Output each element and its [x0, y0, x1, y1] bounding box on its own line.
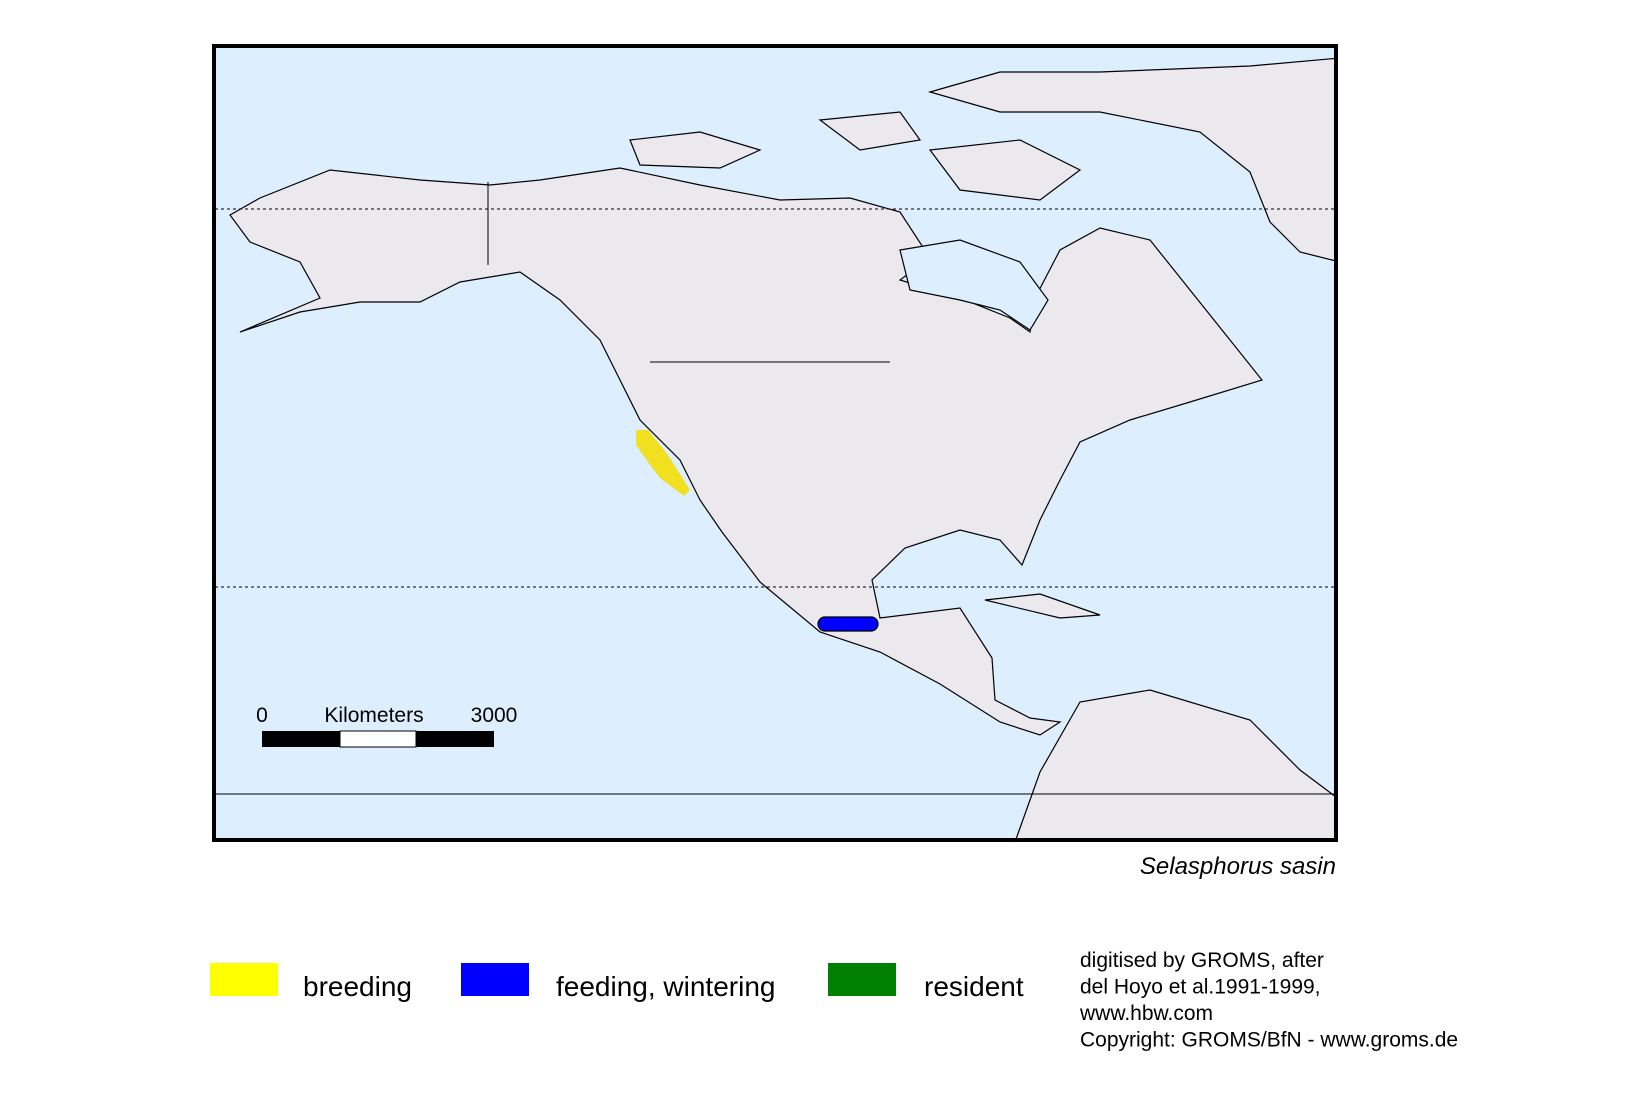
species-name: Selasphorus sasin — [1140, 853, 1336, 880]
wintering-range — [817, 616, 879, 632]
scale-start: 0 — [256, 704, 268, 727]
scale-segment — [416, 731, 494, 747]
land — [229, 57, 1335, 839]
scale-segment — [262, 731, 340, 747]
map-frame — [212, 44, 1338, 842]
legend-swatch — [828, 963, 896, 996]
legend-label: feeding, wintering — [556, 971, 775, 1002]
credit-line: Copyright: GROMS/BfN - www.groms.de — [1080, 1029, 1458, 1052]
credit-line: digitised by GROMS, after — [1080, 949, 1324, 972]
legend-swatch — [461, 963, 529, 996]
credits: digitised by GROMS, after del Hoyo et al.… — [1079, 949, 1458, 1052]
legend-label: resident — [924, 971, 1024, 1002]
hudson-bay — [899, 239, 1049, 331]
scale-unit: Kilometers — [324, 704, 423, 727]
legend-swatch — [210, 963, 278, 996]
legend-label: breeding — [303, 971, 412, 1002]
credit-line: www.hbw.com — [1079, 1002, 1213, 1025]
credit-line: del Hoyo et al.1991-1999, — [1080, 976, 1321, 999]
scale-end: 3000 — [471, 704, 518, 727]
north-america — [229, 167, 1264, 736]
arctic-island — [928, 139, 1082, 201]
greenland — [927, 57, 1335, 262]
breeding-range — [636, 430, 690, 496]
graticule — [215, 182, 1335, 795]
scale-segment — [339, 730, 417, 748]
arctic-island — [818, 111, 922, 151]
legend: breeding feeding, wintering resident — [210, 963, 1024, 1002]
scale-bar: 0 Kilometers 3000 — [256, 704, 518, 748]
cuba — [984, 593, 1101, 619]
south-america — [1015, 689, 1335, 839]
arctic-island — [629, 131, 762, 169]
